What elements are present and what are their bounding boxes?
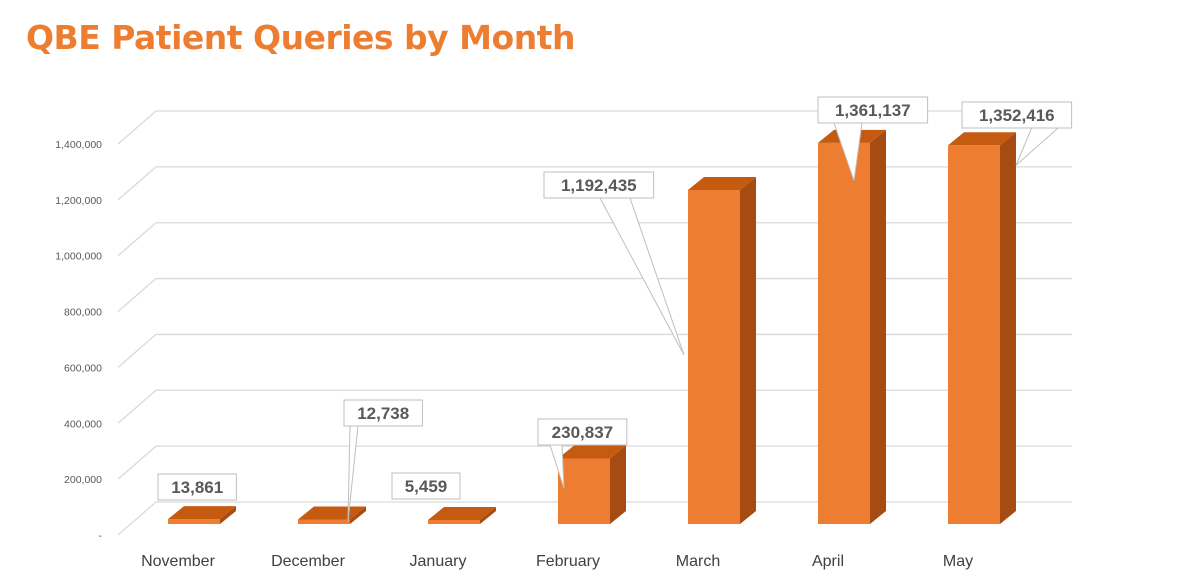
bar-top — [428, 507, 496, 520]
bar-front — [298, 519, 350, 524]
x-tick-label: December — [271, 553, 345, 570]
y-tick-label: - — [99, 530, 103, 542]
x-tick-label: November — [141, 553, 215, 570]
callout-box — [537, 418, 628, 446]
y-tick-label: 1,400,000 — [55, 139, 102, 151]
callout-box — [817, 96, 929, 124]
gridline — [117, 501, 1072, 536]
callout-box — [543, 171, 655, 199]
callout-box — [343, 399, 423, 427]
callout-box — [391, 472, 461, 500]
bar-front — [818, 142, 870, 524]
data-label: 12,738 — [343, 399, 423, 522]
data-label: 1,352,416 — [961, 101, 1073, 166]
y-tick-label: 800,000 — [64, 307, 102, 319]
bars — [168, 129, 1016, 524]
bar-side — [1000, 132, 1016, 524]
gridline — [117, 445, 1072, 480]
bar-front — [688, 189, 740, 524]
bar-april — [818, 129, 886, 524]
y-axis: - 200,000 400,000 600,000 800,000 1,000,000 1,… — [55, 139, 102, 542]
data-label-text: 13,861 — [171, 478, 223, 497]
gridline — [117, 333, 1072, 368]
gridline — [117, 110, 1072, 145]
x-tick-label: March — [676, 553, 720, 570]
gridline — [117, 389, 1072, 424]
gridline — [117, 166, 1072, 201]
bar-top — [168, 506, 236, 520]
bar-february — [558, 445, 626, 524]
bar-front — [168, 519, 220, 524]
bar-may — [948, 132, 1016, 524]
x-tick-label: February — [536, 553, 600, 570]
bar-side — [870, 129, 886, 524]
data-label-text: 1,361,137 — [835, 101, 911, 120]
bar-january — [428, 507, 496, 524]
x-tick-label: January — [410, 553, 467, 570]
gridlines — [117, 110, 1072, 536]
bar-march — [688, 176, 756, 524]
x-tick-label: May — [943, 553, 973, 570]
bar-side — [610, 445, 626, 524]
callout-box — [157, 473, 237, 501]
y-tick-label: 600,000 — [64, 362, 102, 374]
bar-december — [298, 506, 366, 524]
bar-side — [350, 506, 366, 524]
data-label: 5,459 — [391, 472, 461, 500]
gridline — [117, 277, 1072, 313]
y-tick-label: 400,000 — [64, 418, 102, 430]
y-tick-label: 1,200,000 — [55, 195, 102, 207]
x-axis: November December January February March Apri… — [141, 553, 973, 570]
callout-pointer — [549, 444, 565, 489]
y-tick-label: 200,000 — [64, 474, 102, 486]
data-label-text: 230,837 — [552, 423, 613, 442]
x-tick-label: April — [812, 553, 844, 570]
bar-front — [428, 520, 480, 524]
gridline — [117, 222, 1072, 257]
data-label-text: 1,192,435 — [561, 176, 637, 195]
bar-november — [168, 506, 236, 524]
data-labels: 13,861 12,738 5,459 230,837 1,192,435 1,361,1… — [157, 96, 1073, 522]
data-label: 1,192,435 — [543, 171, 685, 356]
bar-side — [480, 507, 496, 524]
bar-top — [558, 445, 626, 459]
bar-side — [220, 506, 236, 524]
chart-title: QBE Patient Queries by Month — [26, 18, 575, 57]
bar-front — [948, 145, 1000, 524]
y-tick-label: 1,000,000 — [55, 251, 102, 263]
bar-side — [740, 176, 756, 524]
bar-front — [558, 458, 610, 524]
data-label: 13,861 — [157, 473, 237, 501]
callout-box — [961, 101, 1073, 129]
data-label: 1,361,137 — [817, 96, 929, 182]
data-label-text: 12,738 — [357, 404, 409, 423]
bar-top — [688, 176, 756, 190]
data-label-text: 5,459 — [405, 477, 448, 496]
data-label: 230,837 — [537, 418, 628, 489]
data-label-text: 1,352,416 — [979, 106, 1055, 125]
callout-pointer — [599, 197, 685, 356]
bar-top — [948, 132, 1016, 146]
